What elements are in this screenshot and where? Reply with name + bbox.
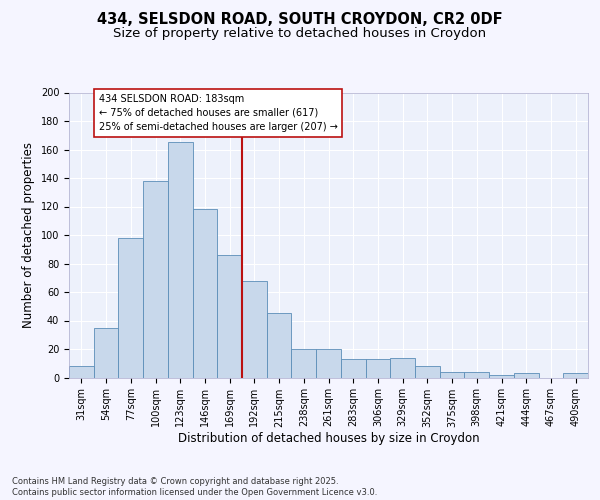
Bar <box>118 238 143 378</box>
Bar <box>267 314 292 378</box>
Bar <box>193 210 217 378</box>
Bar <box>563 373 588 378</box>
Bar <box>143 181 168 378</box>
Bar <box>242 280 267 378</box>
Bar <box>168 142 193 378</box>
Bar <box>94 328 118 378</box>
Text: Size of property relative to detached houses in Croydon: Size of property relative to detached ho… <box>113 28 487 40</box>
Bar <box>217 255 242 378</box>
Bar <box>365 359 390 378</box>
Bar <box>390 358 415 378</box>
Text: 434 SELSDON ROAD: 183sqm
← 75% of detached houses are smaller (617)
25% of semi-: 434 SELSDON ROAD: 183sqm ← 75% of detach… <box>98 94 338 132</box>
Bar <box>292 349 316 378</box>
Y-axis label: Number of detached properties: Number of detached properties <box>22 142 35 328</box>
Bar <box>69 366 94 378</box>
Bar <box>415 366 440 378</box>
Bar <box>440 372 464 378</box>
Bar <box>464 372 489 378</box>
Text: 434, SELSDON ROAD, SOUTH CROYDON, CR2 0DF: 434, SELSDON ROAD, SOUTH CROYDON, CR2 0D… <box>97 12 503 28</box>
Bar <box>341 359 365 378</box>
X-axis label: Distribution of detached houses by size in Croydon: Distribution of detached houses by size … <box>178 432 479 445</box>
Bar <box>489 374 514 378</box>
Bar <box>514 373 539 378</box>
Text: Contains HM Land Registry data © Crown copyright and database right 2025.
Contai: Contains HM Land Registry data © Crown c… <box>12 478 377 497</box>
Bar <box>316 349 341 378</box>
